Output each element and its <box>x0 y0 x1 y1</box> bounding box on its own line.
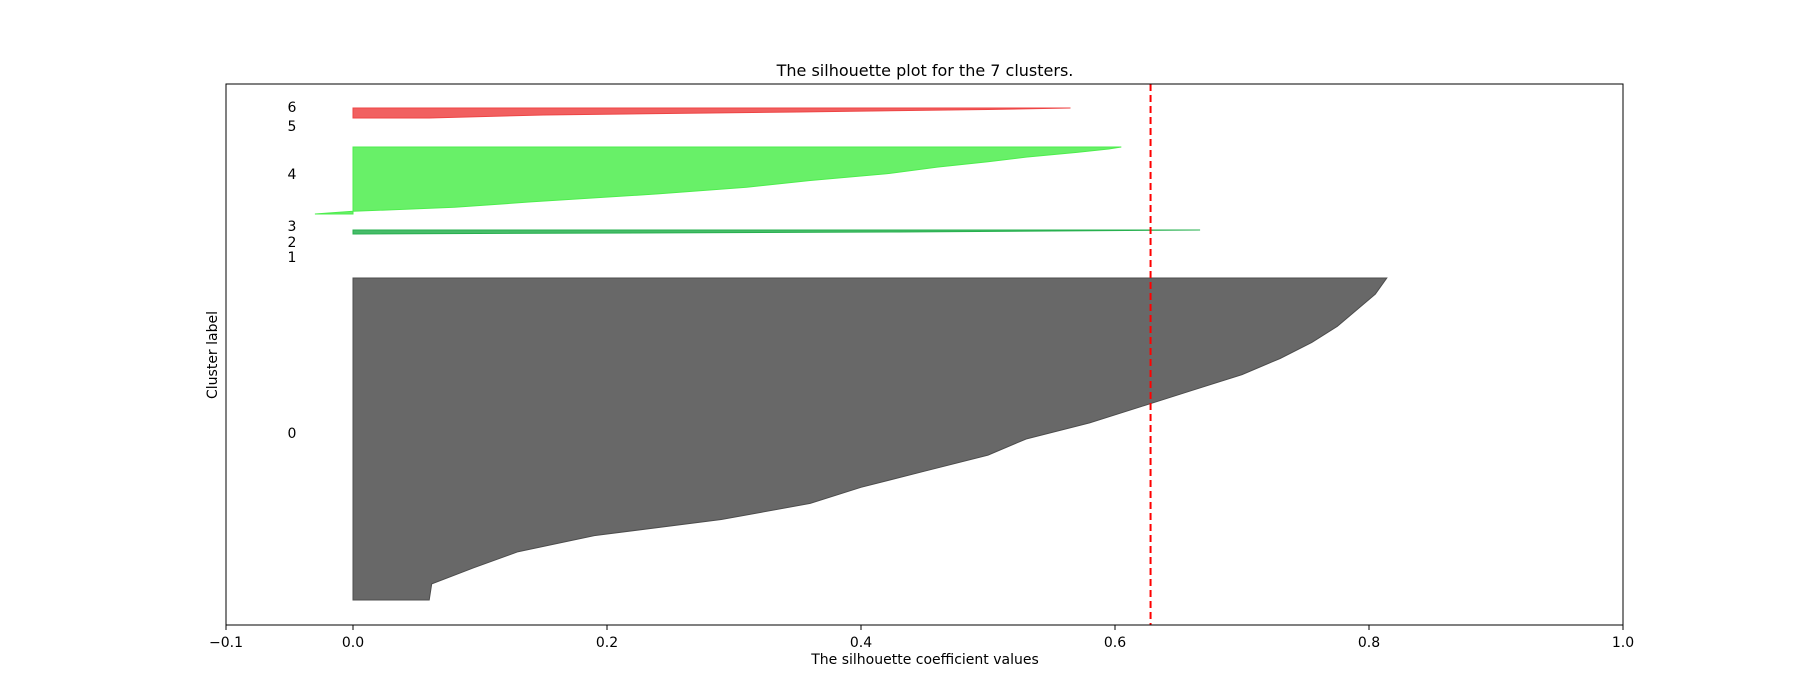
cluster-0-silhouette <box>352 277 1388 601</box>
cluster-label-2: 2 <box>288 235 297 251</box>
plot-area <box>314 84 1388 625</box>
cluster-label-3: 3 <box>288 219 297 235</box>
x-axis-label: The silhouette coefficient values <box>810 652 1039 668</box>
x-tick-label: 0.0 <box>342 635 364 651</box>
plot-frame <box>225 83 1624 626</box>
x-tick-label: 0.6 <box>1104 635 1126 651</box>
x-tick-label: 0.8 <box>1358 635 1380 651</box>
cluster-label-5: 5 <box>288 119 297 135</box>
cluster-label-6: 6 <box>288 100 297 116</box>
cluster-labels: 0 123 4 5 6 <box>288 100 297 442</box>
x-tick-label: 0.4 <box>850 635 872 651</box>
x-tick-label: −0.1 <box>209 635 243 651</box>
cluster-4-silhouette <box>314 146 1122 215</box>
x-tick-label: 1.0 <box>1612 635 1634 651</box>
y-axis-label: Cluster label <box>205 311 221 399</box>
cluster-6-silhouette <box>352 107 1071 119</box>
x-axis-ticks: −0.1 0.0 0.2 0.4 0.6 0.8 1.0 <box>209 625 1634 651</box>
cluster-label-4: 4 <box>288 167 297 183</box>
chart-title: The silhouette plot for the 7 clusters. <box>776 61 1074 80</box>
x-tick-label: 0.2 <box>596 635 618 651</box>
cluster-3-silhouette <box>352 229 1201 235</box>
cluster-label-1: 1 <box>288 250 297 266</box>
cluster-label-0: 0 <box>288 426 297 442</box>
